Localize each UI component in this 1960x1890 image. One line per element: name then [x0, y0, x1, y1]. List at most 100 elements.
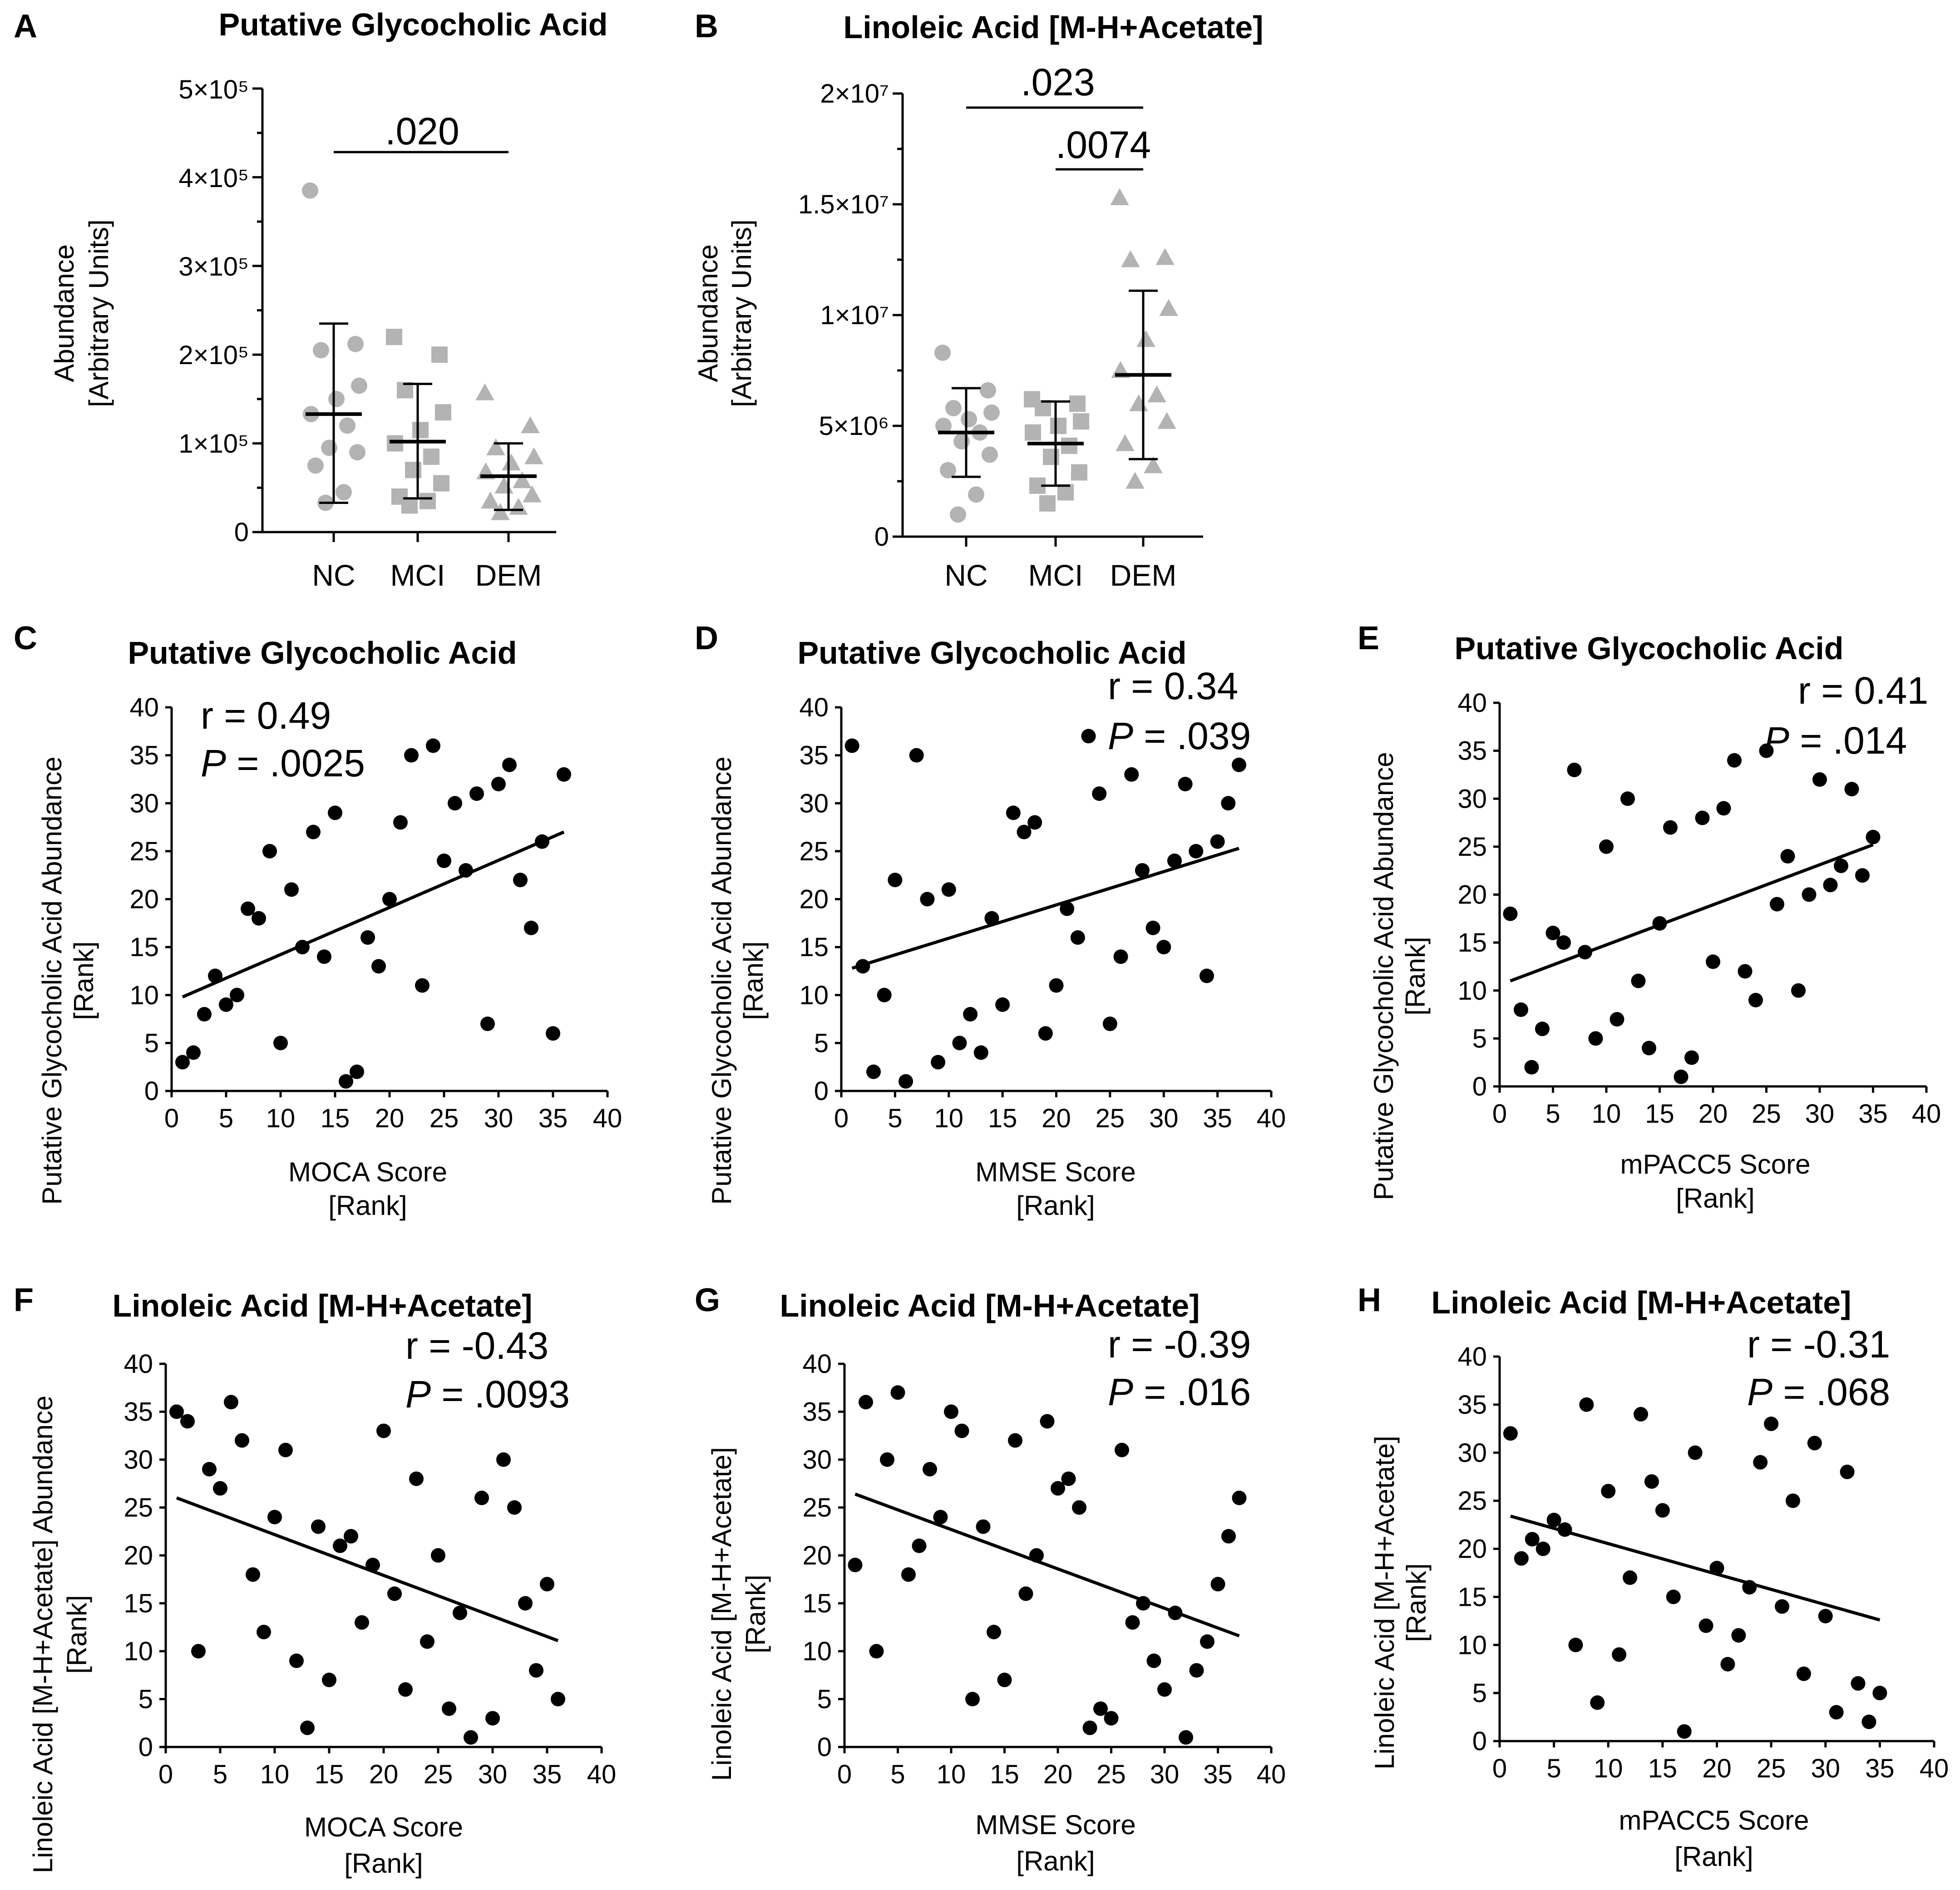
- data-point: [1136, 330, 1155, 347]
- data-point: [415, 978, 430, 993]
- y-tick-label: 1.5×10⁷: [798, 190, 889, 219]
- data-point: [1071, 464, 1087, 481]
- x-axis-label-unit: [Rank]: [344, 1848, 423, 1879]
- data-point: [1861, 1714, 1876, 1729]
- y-axis-label: Linoleic Acid [M-H+Acetate]: [1369, 1436, 1400, 1769]
- data-point: [950, 506, 966, 523]
- panel-letter: E: [1358, 620, 1379, 656]
- data-point: [1834, 859, 1848, 873]
- y-tick-label: 10: [129, 981, 159, 1010]
- y-tick-label: 35: [1457, 1390, 1487, 1420]
- data-point: [355, 1615, 369, 1630]
- data-point: [347, 336, 364, 352]
- data-point: [869, 1644, 884, 1658]
- x-tick-label: 5: [213, 1760, 227, 1789]
- regression-line: [1510, 843, 1874, 982]
- data-point: [1038, 1026, 1053, 1041]
- stat-p-value: = .039: [1133, 715, 1251, 757]
- data-point: [360, 930, 375, 945]
- data-point: [302, 182, 318, 199]
- data-point: [401, 497, 418, 514]
- data-point: [1872, 1686, 1887, 1701]
- data-point: [890, 1385, 905, 1400]
- x-axis-label: MOCA Score: [304, 1812, 463, 1842]
- y-tick-label: 0: [234, 518, 249, 547]
- x-tick-label: 30: [1149, 1104, 1179, 1133]
- data-point: [191, 1644, 206, 1658]
- data-point: [1113, 949, 1128, 964]
- y-tick-label: 0: [144, 1076, 159, 1106]
- x-tick-label: 40: [593, 1104, 622, 1133]
- data-point: [866, 1064, 881, 1079]
- data-point: [1579, 1397, 1594, 1412]
- data-point: [1514, 1002, 1528, 1017]
- data-point: [1221, 1529, 1236, 1544]
- x-tick-label: 5: [1545, 1099, 1560, 1129]
- y-axis-label-unit: [Rank]: [741, 1574, 771, 1653]
- data-point: [1802, 887, 1817, 902]
- data-point: [968, 486, 984, 503]
- data-point: [464, 1730, 478, 1745]
- x-tick-label: 30: [1150, 1760, 1180, 1789]
- data-point: [431, 346, 448, 363]
- data-point: [1764, 1416, 1779, 1431]
- panel-e-plot: 0 5 10 15 20 25 30 35 40 0 5 10 15 20 25 30 35 40: [1457, 688, 1941, 1129]
- x-tick-label: 5: [888, 1104, 902, 1133]
- data-point: [1159, 299, 1178, 316]
- panel-f: F Linoleic Acid [M-H+Acetate] Linoleic A…: [14, 1282, 570, 1879]
- data-point: [494, 476, 513, 493]
- data-point: [1823, 878, 1838, 893]
- data-point: [475, 383, 494, 400]
- data-point: [920, 892, 935, 907]
- y-tick-label: 40: [802, 1349, 832, 1379]
- data-point: [1780, 849, 1795, 864]
- data-point: [469, 786, 484, 801]
- data-point: [952, 1036, 967, 1051]
- y-tick-label: 5: [1472, 1024, 1487, 1053]
- y-tick-label: 20: [123, 1541, 153, 1570]
- significance-label: .023: [1021, 61, 1095, 104]
- panel-a: A Putative Glycocholic Acid Abundance [A…: [14, 7, 608, 592]
- data-point: [300, 1720, 315, 1735]
- data-point: [1135, 863, 1150, 878]
- panel-h: H Linoleic Acid [M-H+Acetate] Linoleic A…: [1358, 1282, 1890, 1872]
- data-point: [202, 1462, 217, 1477]
- data-point: [1775, 1599, 1790, 1614]
- data-point: [551, 1692, 565, 1707]
- data-point: [1110, 188, 1129, 205]
- regression-line: [1510, 1515, 1881, 1622]
- panel-g-plot: 0 5 10 15 20 25 30 35 40 0 5 10 15 20 25 30 35 40: [802, 1349, 1286, 1789]
- y-axis-label: Linoleic Acid [M-H+Acetate] Abundance: [28, 1396, 58, 1873]
- data-point: [1655, 1503, 1670, 1518]
- panel-c-plot: 0 5 10 15 20 25 30 35 40 0 5 10 15 20 25 30 35 40: [129, 693, 622, 1133]
- y-tick-label: 2×10⁷: [820, 79, 889, 109]
- y-tick-label: 10: [123, 1637, 153, 1666]
- x-tick-label: 15: [990, 1760, 1019, 1789]
- data-point: [1706, 954, 1720, 969]
- data-point: [1146, 1653, 1161, 1668]
- x-category-label: NC: [312, 558, 355, 592]
- data-point: [1770, 897, 1784, 912]
- data-point: [1057, 484, 1074, 501]
- data-point: [1855, 868, 1870, 883]
- x-tick-label: 25: [430, 1104, 459, 1133]
- data-point: [1082, 1720, 1097, 1735]
- data-point: [1568, 1638, 1583, 1653]
- data-point: [901, 1567, 916, 1582]
- data-point: [235, 1433, 249, 1448]
- data-point: [208, 968, 222, 983]
- y-tick-label: 5×10⁵: [178, 75, 249, 104]
- data-point: [339, 417, 355, 434]
- stat-r: r = -0.31: [1747, 1323, 1890, 1366]
- data-point: [1155, 248, 1175, 265]
- y-axis-label-unit: [Rank]: [1400, 937, 1431, 1015]
- data-point: [284, 882, 299, 897]
- data-point: [491, 777, 506, 791]
- stat-p-value: = .014: [1789, 719, 1907, 762]
- stat-p-value: = .0093: [431, 1373, 570, 1416]
- data-point: [983, 404, 1000, 421]
- data-point: [1738, 964, 1753, 979]
- y-tick-label: 5: [814, 1028, 829, 1058]
- data-point: [997, 1673, 1012, 1688]
- data-point: [496, 1452, 511, 1467]
